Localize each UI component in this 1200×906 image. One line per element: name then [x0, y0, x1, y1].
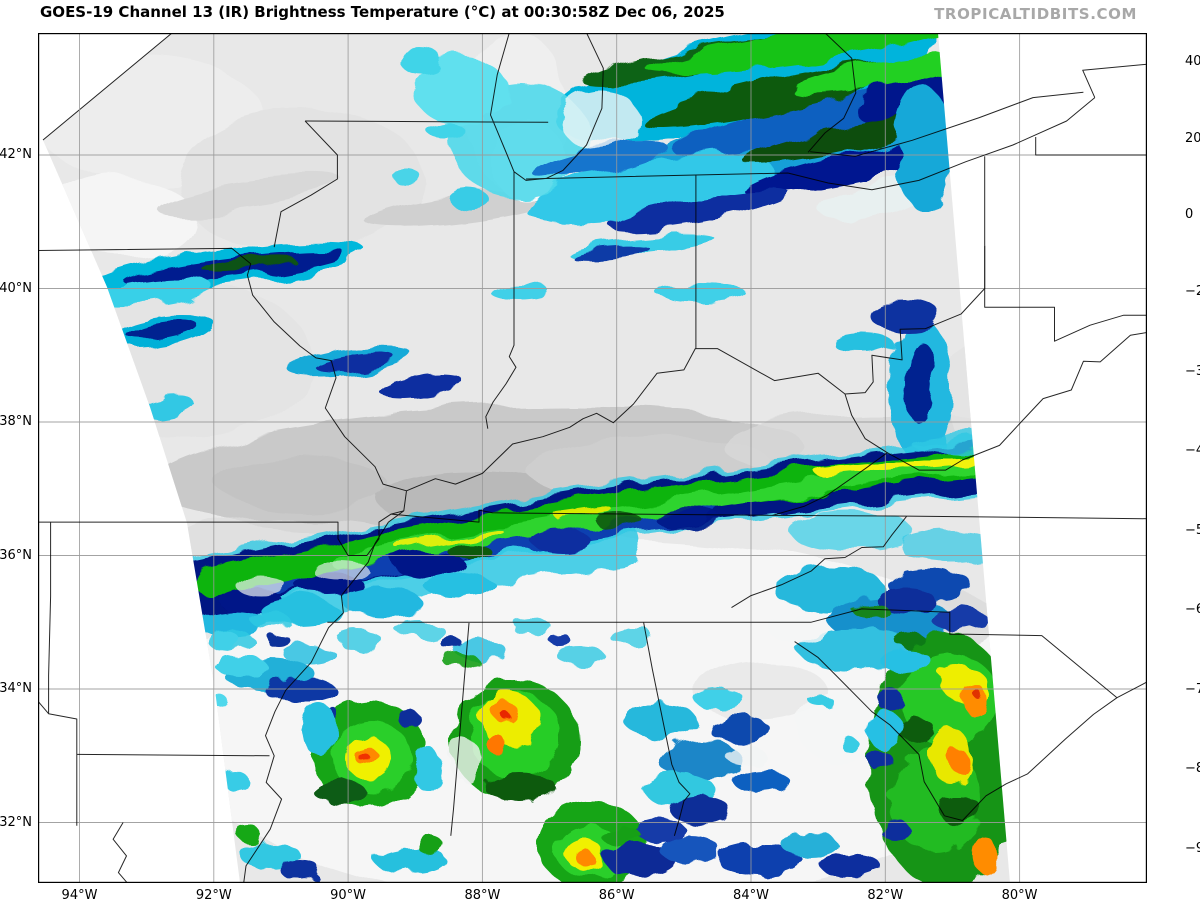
colorbar-tick-label: −20	[1185, 284, 1200, 299]
colorbar-tick-label: −60	[1185, 602, 1200, 618]
lon-tick-label: 80°W	[1001, 888, 1038, 903]
lat-tick-label: 38°N	[0, 414, 32, 429]
lon-tick-label: 92°W	[195, 888, 232, 903]
latlon-gridlines	[38, 33, 1147, 883]
lon-tick-label: 86°W	[598, 888, 635, 903]
lat-tick-label: 40°N	[0, 280, 32, 296]
colorbar-tick-label: −90	[1185, 841, 1200, 856]
colorbar-tick-label: 20	[1185, 130, 1200, 146]
colorbar-tick-label: −50	[1185, 522, 1200, 538]
colorbar-tick-label: −40	[1185, 443, 1200, 459]
satellite-imagery	[38, 28, 1182, 883]
colorbar-tick-label: 40	[1185, 54, 1200, 69]
colorbar-tick-label: −80	[1185, 761, 1200, 777]
colorbar-ticks	[1175, 62, 1182, 849]
colorbar-tick-label: −70	[1185, 681, 1200, 697]
lon-tick-label: 90°W	[330, 888, 367, 903]
colorbar-arrow-top	[1155, 28, 1175, 63]
lon-tick-label: 82°W	[867, 888, 904, 903]
page-title: GOES-19 Channel 13 (IR) Brightness Tempe…	[40, 3, 725, 21]
colorbar	[1155, 28, 1182, 882]
colorbar-arrow-bottom	[1155, 848, 1175, 882]
lon-tick-label: 94°W	[61, 888, 98, 903]
colorbar-gradient	[1155, 62, 1175, 849]
state-borders	[38, 33, 1147, 883]
lat-tick-label: 32°N	[0, 814, 32, 830]
lon-tick-label: 84°W	[733, 888, 769, 903]
swath-edge-line	[42, 33, 173, 141]
lon-tick-label: 88°W	[464, 888, 501, 903]
lat-tick-label: 34°N	[0, 681, 32, 696]
map-frame	[38, 33, 1147, 883]
watermark: TROPICALTIDBITS.COM	[934, 5, 1137, 23]
colorbar-tick-label: 0	[1185, 207, 1194, 223]
lat-tick-label: 36°N	[0, 547, 32, 563]
colorbar-tick-label: −30	[1185, 363, 1200, 379]
lat-tick-label: 42°N	[0, 147, 32, 162]
